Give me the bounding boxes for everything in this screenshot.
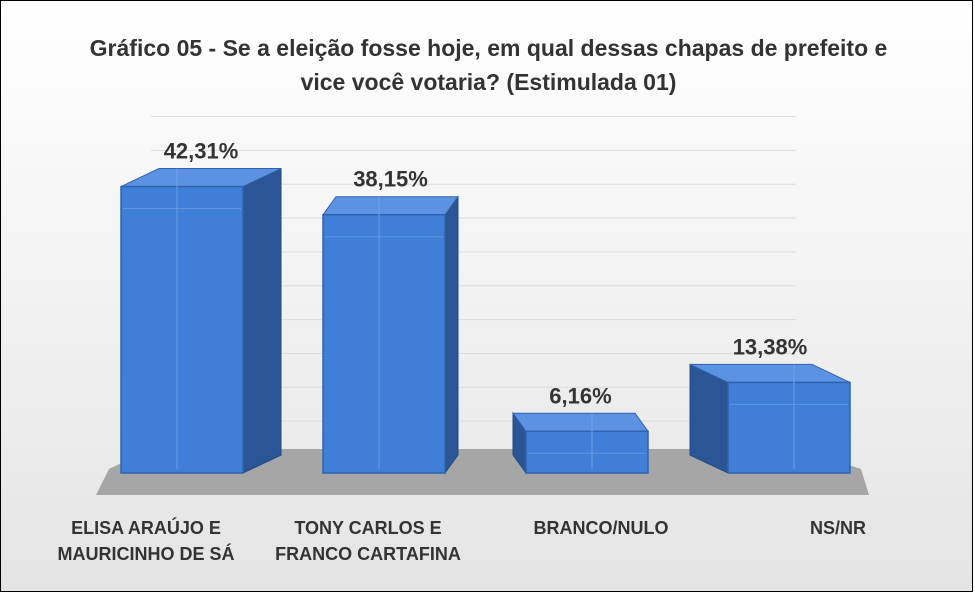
bar xyxy=(512,411,649,475)
data-label: 42,31% xyxy=(164,139,239,164)
floor-plane xyxy=(96,449,869,495)
bar xyxy=(689,363,851,474)
bar-top xyxy=(322,196,459,216)
bar-front xyxy=(120,185,244,474)
bar-side xyxy=(242,167,282,474)
category-label: BRANCO/NULO xyxy=(533,518,669,538)
bar-front xyxy=(322,213,446,474)
bars xyxy=(120,167,851,475)
category-label: TONY CARLOS E FRANCO CARTAFINA xyxy=(275,518,461,564)
value-labels: 42,31% 38,15% 6,16% 13,38% xyxy=(164,139,808,409)
bar-top xyxy=(512,412,649,432)
category-label: ELISA ARAÚJO E MAURICINHO DE SÁ xyxy=(57,518,235,564)
floor xyxy=(96,449,869,495)
category-label: NS/NR xyxy=(809,518,866,538)
data-label: 38,15% xyxy=(353,167,428,192)
bar xyxy=(120,167,282,474)
bar-side xyxy=(444,195,459,475)
bar-front xyxy=(525,430,649,474)
data-label: 13,38% xyxy=(733,334,808,359)
chart-title: Gráfico 05 - Se a eleição fosse hoje, em… xyxy=(89,35,888,95)
bar-front xyxy=(727,381,851,474)
data-label: 6,16% xyxy=(549,383,611,408)
bar-side xyxy=(689,363,729,474)
bar xyxy=(322,195,459,475)
